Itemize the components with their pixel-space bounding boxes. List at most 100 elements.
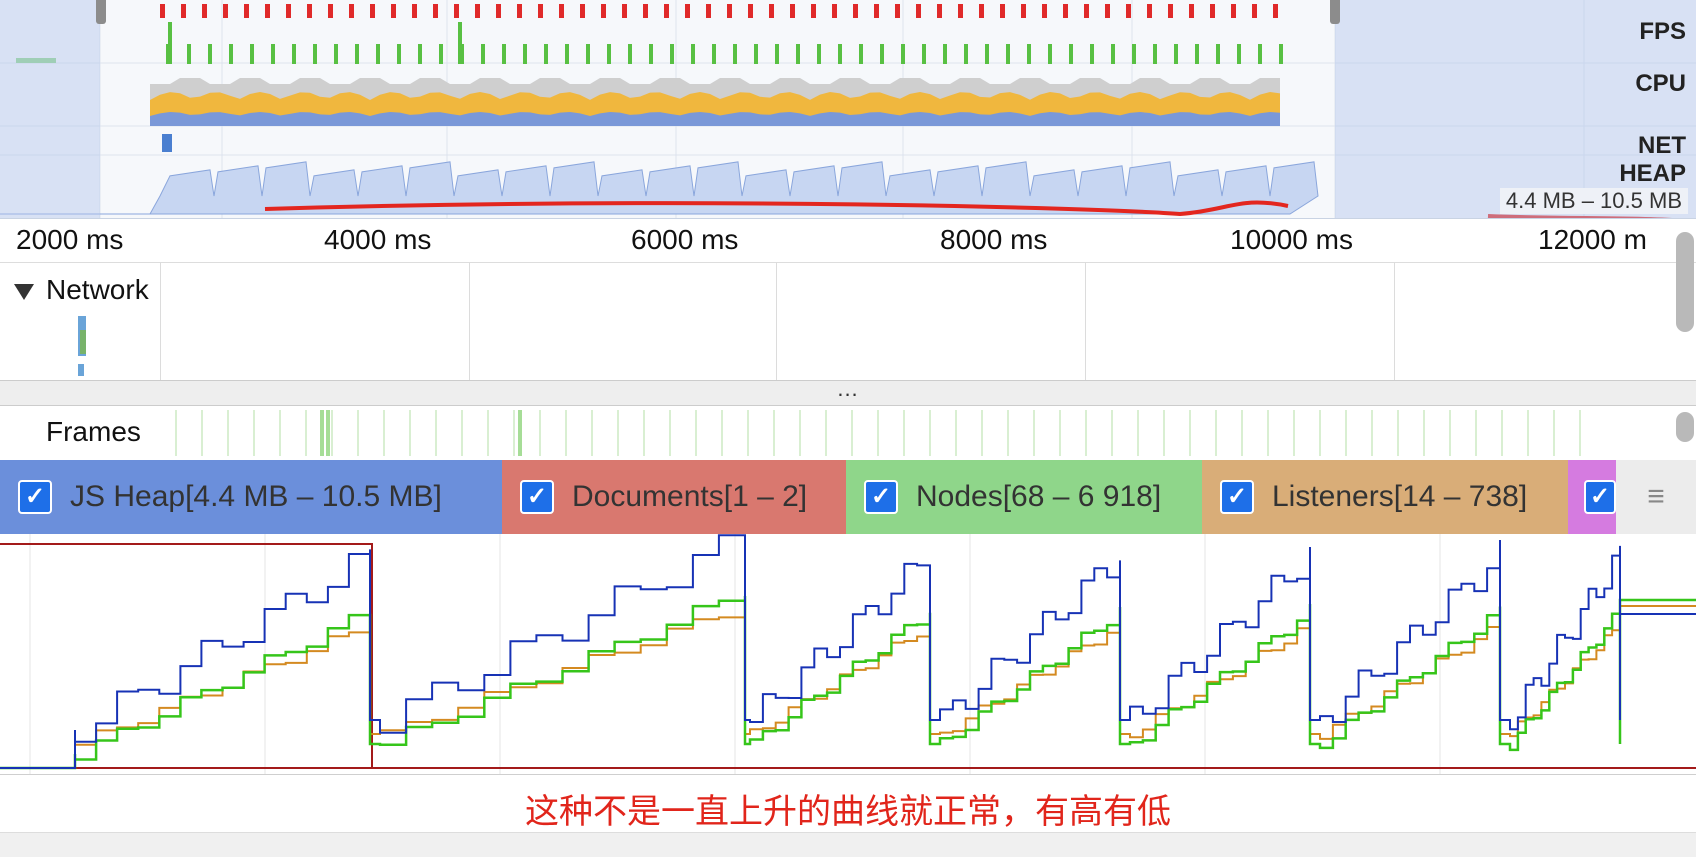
fps-bar — [733, 44, 737, 64]
fps-bar — [1153, 44, 1157, 64]
frame-bar — [279, 410, 281, 456]
frame-bar — [1501, 410, 1503, 456]
gpu-memory-counter[interactable]: ✓ — [1568, 460, 1616, 534]
frame-bar — [1111, 410, 1113, 456]
frame-bar — [591, 410, 593, 456]
nodes-line — [0, 596, 1696, 770]
frame-marker — [1084, 4, 1089, 18]
checkbox-checked-icon[interactable]: ✓ — [520, 480, 554, 514]
js-heap-line — [0, 534, 1696, 769]
documents-counter[interactable]: ✓ Documents[1 – 2] — [502, 460, 846, 534]
frames-track[interactable] — [0, 404, 1670, 460]
frame-marker — [244, 4, 249, 18]
frame-bar — [539, 410, 541, 456]
frame-bar — [1475, 410, 1477, 456]
js-heap-counter[interactable]: ✓ JS Heap[4.4 MB – 10.5 MB] — [0, 460, 502, 534]
checkbox-checked-icon[interactable]: ✓ — [18, 480, 52, 514]
frame-marker — [328, 4, 333, 18]
heap-area — [0, 161, 1319, 215]
frame-marker — [643, 4, 648, 18]
frame-bar — [175, 410, 177, 456]
fps-bar — [1006, 44, 1010, 64]
selection-left-handle[interactable] — [96, 0, 106, 24]
frame-marker — [496, 4, 501, 18]
checkbox-checked-icon[interactable]: ✓ — [864, 480, 898, 514]
network-scrollbar[interactable] — [1676, 232, 1694, 332]
frame-bar — [1033, 410, 1035, 456]
fps-bar — [1237, 44, 1241, 64]
frame-bar — [1293, 410, 1295, 456]
fps-bar — [670, 44, 674, 64]
frames-scrollbar[interactable] — [1676, 412, 1694, 442]
frame-bar — [435, 410, 437, 456]
frame-marker — [1021, 4, 1026, 18]
fps-bar — [586, 44, 590, 64]
hamburger-icon[interactable]: ≡ — [1616, 460, 1696, 534]
time-ruler[interactable]: 2000 ms 4000 ms 6000 ms 8000 ms 10000 ms… — [0, 218, 1696, 263]
frame-bar — [1163, 410, 1165, 456]
fps-bar — [901, 44, 905, 64]
frame-bar — [1189, 410, 1191, 456]
frame-bar — [981, 410, 983, 456]
fps-bar — [418, 44, 422, 64]
collapse-triangle-icon[interactable] — [14, 283, 34, 300]
overview-graphs — [0, 0, 1696, 218]
frame-marker — [433, 4, 438, 18]
ruler-tick: 4000 ms — [324, 224, 432, 255]
network-request-bar[interactable] — [80, 330, 86, 354]
selection-right-handle[interactable] — [1330, 0, 1340, 24]
fps-bar — [1258, 44, 1262, 64]
network-track-header[interactable]: Network — [14, 274, 149, 306]
fps-bar — [985, 44, 989, 64]
ruler-tick: 10000 ms — [1230, 224, 1353, 255]
fps-bar — [964, 44, 968, 64]
frame-marker — [370, 4, 375, 18]
frame-marker — [832, 4, 837, 18]
frame-marker — [1126, 4, 1131, 18]
frame-bar — [383, 410, 385, 456]
frame-bar — [1267, 410, 1269, 456]
red-annotation-underline-range — [1487, 214, 1673, 218]
frame-bar — [227, 410, 229, 456]
frame-bar — [1137, 410, 1139, 456]
heap-label: HEAP — [1619, 160, 1686, 187]
frame-marker — [517, 4, 522, 18]
cpu-rendering-area — [150, 112, 1280, 126]
frame-marker — [391, 4, 396, 18]
frame-marker — [559, 4, 564, 18]
listeners-counter[interactable]: ✓ Listeners[14 – 738] — [1202, 460, 1568, 534]
frame-marker — [202, 4, 207, 18]
fps-bar — [544, 44, 548, 64]
frame-marker — [454, 4, 459, 18]
panel-splitter[interactable]: ... — [0, 378, 1696, 406]
frame-bar — [201, 410, 203, 456]
checkbox-checked-icon[interactable]: ✓ — [1220, 480, 1254, 514]
splitter-dots: ... — [837, 376, 859, 401]
fps-bar — [229, 44, 233, 64]
checkbox-checked-icon[interactable]: ✓ — [1584, 480, 1616, 514]
fps-bar — [1111, 44, 1115, 64]
frame-bar — [695, 410, 697, 456]
frame-marker — [1168, 4, 1173, 18]
memory-counter-graph[interactable] — [0, 534, 1696, 775]
documents-line — [0, 543, 1696, 769]
fps-bar — [1132, 44, 1136, 64]
fps-bar — [1069, 44, 1073, 64]
fps-bar — [481, 44, 485, 64]
frame-marker — [937, 4, 942, 18]
fps-bar — [168, 22, 172, 64]
fps-bar — [502, 44, 506, 64]
frame-bar — [773, 410, 775, 456]
frame-marker — [1063, 4, 1068, 18]
nodes-counter[interactable]: ✓ Nodes[68 – 6 918] — [846, 460, 1202, 534]
network-request-bar[interactable] — [78, 364, 84, 376]
fps-bar — [754, 44, 758, 64]
ruler-tick: 8000 ms — [940, 224, 1048, 255]
timeline-overview[interactable]: FPS CPU NET HEAP 4.4 MB – 10.5 MB — [0, 0, 1696, 219]
fps-bar — [1048, 44, 1052, 64]
fps-bar — [1174, 44, 1178, 64]
frame-bar — [1319, 410, 1321, 456]
memory-counters-bar: ✓ JS Heap[4.4 MB – 10.5 MB] ✓ Documents[… — [0, 460, 1696, 534]
listeners-line — [0, 605, 1696, 769]
fps-bar — [292, 44, 296, 64]
